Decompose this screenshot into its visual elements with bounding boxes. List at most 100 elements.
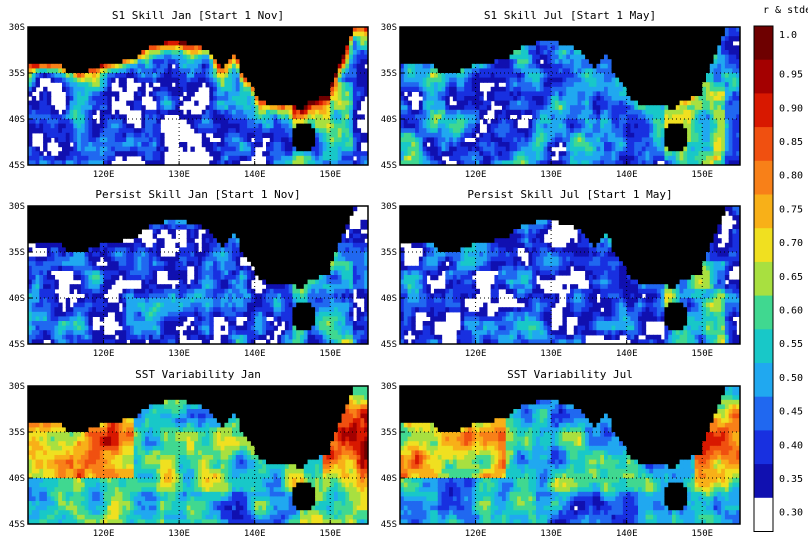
colorbar-swatch	[754, 498, 773, 532]
lon-tick-label: 150E	[319, 170, 341, 180]
lon-tick-label: 130E	[540, 170, 562, 180]
colorbar-tick-label: 0.85	[779, 137, 803, 148]
lat-tick-label: 40S	[381, 115, 397, 125]
map-panel: S1 Skill Jan [Start 1 Nov] 30S 35S 40S 45S 12…	[9, 9, 369, 180]
lat-tick-label: 45S	[381, 520, 397, 530]
colorbar-swatch	[754, 60, 773, 94]
colorbar-tick-label: 0.55	[779, 339, 803, 350]
lat-tick-label: 45S	[9, 520, 25, 530]
lon-tick-label: 150E	[691, 529, 713, 539]
lat-tick-label: 40S	[381, 474, 397, 484]
sst-field	[28, 386, 369, 525]
lat-tick-label: 35S	[9, 69, 25, 79]
lat-tick-label: 45S	[9, 161, 25, 171]
lon-tick-label: 120E	[465, 529, 487, 539]
lat-tick-label: 30S	[381, 382, 397, 392]
colorbar-tick-label: 0.75	[779, 204, 803, 215]
lat-tick-label: 35S	[381, 248, 397, 258]
lat-tick-label: 30S	[381, 23, 397, 33]
lon-tick-label: 120E	[93, 529, 115, 539]
lon-tick-label: 140E	[244, 349, 266, 359]
lon-tick-label: 140E	[616, 170, 638, 180]
colorbar-swatch	[754, 195, 773, 229]
colorbar-tick-label: 0.35	[779, 474, 803, 485]
lon-tick-label: 140E	[616, 349, 638, 359]
lat-tick-label: 35S	[9, 248, 25, 258]
lon-tick-label: 120E	[465, 349, 487, 359]
colorbar-tick-label: 0.60	[779, 305, 803, 316]
colorbar-swatch	[754, 127, 773, 161]
lat-tick-label: 35S	[381, 428, 397, 438]
lon-tick-label: 150E	[691, 349, 713, 359]
lat-tick-label: 30S	[381, 202, 397, 212]
colorbar-swatch	[754, 397, 773, 431]
lat-tick-label: 40S	[381, 294, 397, 304]
lon-tick-label: 150E	[319, 529, 341, 539]
lat-tick-label: 40S	[9, 294, 25, 304]
lon-tick-label: 150E	[691, 170, 713, 180]
sst-field	[28, 27, 369, 166]
panel-title: Persist Skill Jul [Start 1 May]	[467, 188, 672, 201]
lat-tick-label: 40S	[9, 115, 25, 125]
lat-tick-label: 30S	[9, 23, 25, 33]
lon-tick-label: 130E	[168, 349, 190, 359]
lat-tick-label: 35S	[381, 69, 397, 79]
panel-title: SST Variability Jul	[507, 368, 633, 381]
panel-title: SST Variability Jan	[135, 368, 261, 381]
colorbar-tick-label: 0.90	[779, 103, 803, 114]
colorbar-swatch	[754, 161, 773, 195]
lon-tick-label: 120E	[93, 349, 115, 359]
colorbar-swatch	[754, 228, 773, 262]
lon-tick-label: 130E	[540, 529, 562, 539]
lat-tick-label: 40S	[9, 474, 25, 484]
colorbar-swatch	[754, 26, 773, 60]
colorbar-tick-label: 0.50	[779, 373, 803, 384]
lon-tick-label: 120E	[93, 170, 115, 180]
lon-tick-label: 120E	[465, 170, 487, 180]
sst-field	[400, 386, 741, 525]
colorbar-swatch	[754, 363, 773, 397]
sst-field	[28, 206, 369, 345]
colorbar-tick-label: 0.95	[779, 70, 803, 81]
colorbar-swatch	[754, 430, 773, 464]
lat-tick-label: 30S	[9, 202, 25, 212]
colorbar-swatch	[754, 262, 773, 296]
panel-title: S1 Skill Jul [Start 1 May]	[484, 9, 656, 22]
lon-tick-label: 130E	[540, 349, 562, 359]
map-panel: S1 Skill Jul [Start 1 May] 30S 35S 40S 45S 12…	[381, 9, 741, 180]
map-panels: S1 Skill Jan [Start 1 Nov] 30S 35S 40S 45S 12…	[9, 9, 741, 539]
colorbar-tick-label: 0.70	[779, 238, 803, 249]
lat-tick-label: 45S	[381, 161, 397, 171]
colorbar-tick-label: 0.65	[779, 272, 803, 283]
colorbar: r & stdev 1.0 0.95 0.90 0.85 0.80 0.75 0.70 0.6…	[754, 5, 808, 532]
colorbar-tick-label: 0.45	[779, 407, 803, 418]
lat-tick-label: 35S	[9, 428, 25, 438]
lon-tick-label: 130E	[168, 529, 190, 539]
lat-tick-label: 45S	[9, 340, 25, 350]
map-panel: Persist Skill Jul [Start 1 May] 30S 35S 40S…	[381, 188, 741, 359]
sst-field	[400, 206, 741, 345]
lat-tick-label: 45S	[381, 340, 397, 350]
lon-tick-label: 140E	[616, 529, 638, 539]
colorbar-tick-label: 0.30	[779, 508, 803, 519]
colorbar-swatch	[754, 296, 773, 330]
colorbar-tick-label: 0.80	[779, 171, 803, 182]
colorbar-title: r & stdev	[763, 5, 808, 16]
colorbar-swatch	[754, 93, 773, 127]
colorbar-swatch	[754, 329, 773, 363]
lon-tick-label: 140E	[244, 529, 266, 539]
colorbar-tick-label: 1.0	[779, 30, 797, 41]
colorbar-tick-label: 0.40	[779, 440, 803, 451]
lon-tick-label: 130E	[168, 170, 190, 180]
panel-title: S1 Skill Jan [Start 1 Nov]	[112, 9, 284, 22]
lon-tick-label: 150E	[319, 349, 341, 359]
panel-title: Persist Skill Jan [Start 1 Nov]	[95, 188, 300, 201]
map-panel: SST Variability Jan 30S 35S 40S 45S 120E 130E 1…	[9, 368, 369, 539]
colorbar-swatch	[754, 464, 773, 498]
lat-tick-label: 30S	[9, 382, 25, 392]
sst-field	[400, 27, 741, 166]
map-panel: Persist Skill Jan [Start 1 Nov] 30S 35S 40S…	[9, 188, 369, 359]
lon-tick-label: 140E	[244, 170, 266, 180]
map-panel: SST Variability Jul 30S 35S 40S 45S 120E 130E 1…	[381, 368, 741, 539]
